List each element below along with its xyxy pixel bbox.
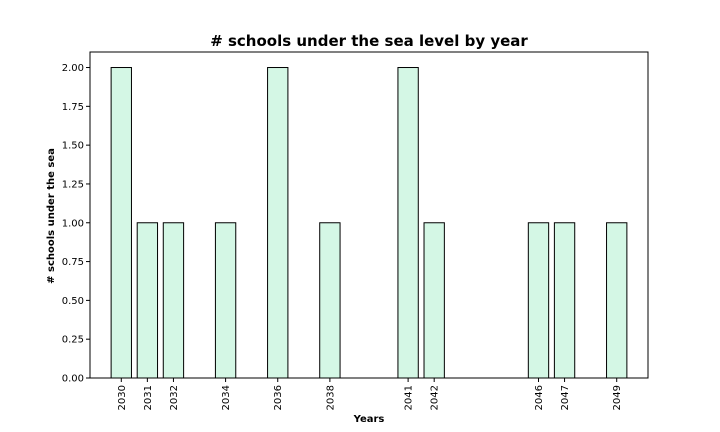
x-tick-label: 2030	[117, 385, 128, 410]
x-tick-label: 2032	[169, 385, 180, 410]
y-tick-label: 1.25	[62, 179, 84, 190]
y-tick-label: 2.00	[62, 63, 84, 74]
y-tick-label: 0.50	[62, 296, 84, 307]
bar-2038	[319, 222, 341, 379]
x-axis-label: Years	[353, 414, 385, 425]
y-tick-label: 1.00	[62, 218, 84, 229]
y-axis: 0.00 0.25 0.50 0.75 1.00 1.25 1.50 1.75 2.00	[62, 63, 90, 385]
x-tick-label: 2034	[221, 385, 232, 410]
bar-2036	[267, 67, 289, 379]
x-tick-label: 2047	[560, 385, 571, 410]
y-axis-label: # schools under the sea	[46, 148, 57, 284]
bar-2030	[110, 67, 132, 379]
bar-2031	[136, 222, 159, 379]
x-tick-label: 2036	[273, 385, 284, 410]
y-tick-label: 0.25	[62, 335, 84, 346]
x-tick-label: 2049	[612, 385, 623, 410]
x-tick-label: 2038	[325, 385, 336, 410]
x-axis: 2030 2031 2032 2034 2036 2038 2041 2042 2046 2047…	[117, 378, 623, 410]
bar-2049	[606, 222, 628, 379]
bar-2034	[214, 222, 237, 379]
bars-group	[110, 67, 628, 379]
plot-frame	[89, 51, 649, 379]
chart-title: # schools under the sea level by year	[210, 32, 528, 50]
y-tick-label: 1.50	[62, 141, 84, 152]
x-tick-label: 2041	[404, 385, 415, 410]
bar-2042	[423, 222, 445, 379]
bar-2047	[553, 222, 576, 379]
y-tick-label: 1.75	[62, 102, 84, 113]
bar-2046	[527, 222, 550, 379]
x-tick-label: 2042	[430, 385, 441, 410]
x-tick-label: 2031	[143, 385, 154, 410]
x-tick-label: 2046	[534, 385, 545, 410]
bar-2041	[397, 67, 419, 379]
bar-2032	[162, 222, 185, 379]
y-tick-label: 0.75	[62, 257, 84, 268]
y-tick-label: 0.00	[62, 374, 84, 385]
